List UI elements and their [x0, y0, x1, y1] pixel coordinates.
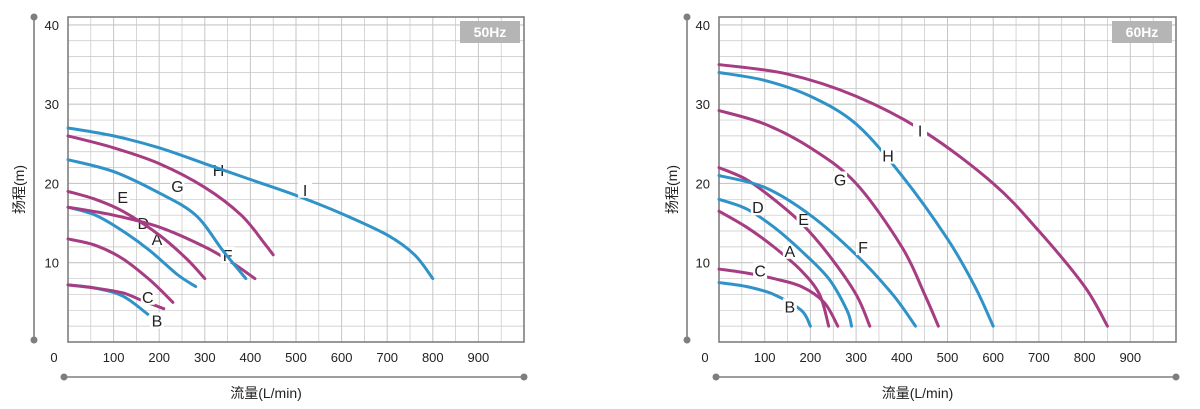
x-tick-label: 400 [891, 350, 913, 365]
x-tick-label: 400 [240, 350, 262, 365]
frequency-label: 50Hz [474, 24, 507, 40]
x-tick-label: 500 [937, 350, 959, 365]
y-axis-end-dot [30, 336, 38, 344]
curve-label-bg [149, 312, 164, 329]
curve-h [66, 134, 275, 257]
curve-label-c: C [142, 290, 154, 307]
curve-f [717, 174, 918, 328]
x-tick-label: 200 [800, 350, 822, 365]
x-tick-label: 600 [982, 350, 1004, 365]
curve-g [66, 158, 248, 281]
grid [718, 17, 1177, 343]
plot-frame [718, 16, 1177, 343]
curve-label-h: H [882, 149, 894, 166]
y-tick-label: 40 [696, 18, 710, 33]
frequency-badge [460, 21, 520, 43]
y-axis-end-dot [683, 336, 691, 344]
curve-c [717, 267, 840, 328]
curve-i [717, 63, 1109, 328]
curve-label-bg [796, 211, 811, 228]
x-axis-title: 流量(L/min) [882, 385, 954, 401]
curve-label-bg [753, 262, 768, 279]
x-tick-label: 800 [422, 350, 444, 365]
x-tick-label: 600 [331, 350, 353, 365]
curve-g [717, 109, 940, 328]
curve-label-a: A [784, 244, 795, 261]
x-tick-label: 900 [1119, 350, 1141, 365]
curve-label-f: F [858, 240, 868, 257]
curve-label-bg [913, 122, 928, 139]
y-tick-label: 20 [45, 176, 59, 191]
x-tick-label: 0 [701, 350, 708, 365]
x-tick-label: 700 [376, 350, 398, 365]
y-tick-label: 10 [45, 256, 59, 271]
x-tick-label: 200 [148, 350, 170, 365]
chart-60hz: 60Hz 扬程(m) 流量(L/min) 0 100 200 300 400 500 600 700… [664, 13, 1180, 401]
y-tick-label: 40 [45, 18, 59, 33]
curve-label-bg [115, 188, 130, 205]
y-axis-title: 扬程(m) [664, 165, 680, 214]
curve-label-b: B [784, 299, 795, 316]
y-tick-label: 30 [45, 97, 59, 112]
x-tick-label: 300 [194, 350, 216, 365]
x-tick-label: 100 [754, 350, 776, 365]
curve-label-d: D [752, 200, 764, 217]
curve-b [717, 281, 812, 328]
curve-label-i: I [303, 183, 307, 200]
grid [67, 17, 525, 343]
curve-label-g: G [171, 179, 183, 196]
curve-label-i: I [918, 123, 922, 140]
x-axis-end-dot [1172, 373, 1180, 381]
curve-a [66, 237, 175, 304]
y-axis-end-dot [683, 13, 691, 21]
curve-label-bg [782, 298, 797, 315]
x-tick-label: 700 [1028, 350, 1050, 365]
curve-label-bg [855, 238, 870, 255]
curve-label-bg [881, 147, 896, 164]
chart-50hz: 50Hz 扬程(m) 流量(L/min) 0 100 200 300 400 500 600 700… [11, 13, 528, 401]
curve-label-h: H [213, 163, 225, 180]
x-tick-label: 800 [1074, 350, 1096, 365]
y-axis-title: 扬程(m) [11, 165, 27, 214]
curve-label-bg [750, 199, 765, 216]
curve-i [66, 126, 435, 281]
y-tick-label: 30 [696, 97, 710, 112]
x-axis-end-dot [60, 373, 68, 381]
y-tick-label: 20 [696, 176, 710, 191]
x-tick-label: 500 [285, 350, 307, 365]
y-axis-end-dot [30, 13, 38, 21]
frequency-label: 60Hz [1126, 24, 1159, 40]
curve-label-bg [140, 288, 155, 305]
x-axis-title: 流量(L/min) [230, 385, 302, 401]
x-axis-end-dot [712, 373, 720, 381]
curve-label-bg [298, 181, 313, 198]
curve-label-e: E [798, 212, 809, 229]
x-tick-label: 0 [50, 350, 57, 365]
curve-label-bg [170, 177, 185, 194]
curve-label-bg [833, 171, 848, 188]
curve-label-a: A [152, 232, 163, 249]
x-tick-label: 900 [468, 350, 490, 365]
curve-label-c: C [754, 264, 766, 281]
curve-label-e: E [117, 190, 128, 207]
x-tick-label: 300 [845, 350, 867, 365]
x-tick-label: 100 [103, 350, 125, 365]
curve-label-g: G [834, 172, 846, 189]
y-tick-label: 10 [696, 256, 710, 271]
curve-label-b: B [152, 314, 163, 331]
frequency-badge [1112, 21, 1172, 43]
curve-label-bg [782, 242, 797, 259]
curve-d [66, 205, 198, 289]
curve-d [717, 197, 854, 328]
plot-frame [67, 16, 525, 343]
x-axis-end-dot [520, 373, 528, 381]
